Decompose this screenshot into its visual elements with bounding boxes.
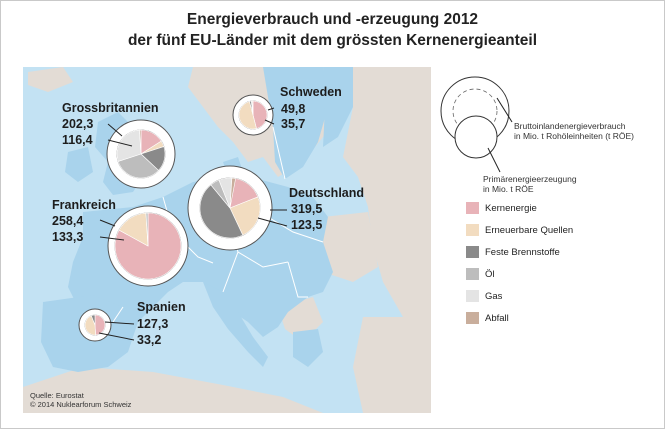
legend-label-kernenergie: Kernenergie (485, 203, 537, 214)
legend-swatch-abfall (466, 312, 479, 324)
title-line-1: Energieverbrauch und -erzeugung 2012 (186, 11, 479, 28)
pie-slice-spanien-feste (90, 314, 96, 326)
pie-slice-spanien-kernenergie (94, 314, 106, 336)
legend-leader-inner (487, 147, 501, 173)
leader-line-verbrauch-spanien (104, 321, 135, 325)
label-spanien: Spanien (137, 300, 186, 314)
label-schweden: Schweden (280, 85, 342, 99)
value-schweden-verbrauch: 49,8 (281, 102, 306, 116)
value-grossbritannien-verbrauch: 202,3 (62, 117, 94, 131)
value-grossbritannien-erzeugung: 116,4 (62, 133, 93, 147)
pie-slice-deutschland-erneuerbare (229, 196, 261, 236)
legend-bubble-inner (454, 115, 498, 159)
leader-line-erzeugung-deutschland (257, 217, 288, 227)
value-deutschland-verbrauch: 319,5 (291, 202, 323, 216)
legend-swatch-feste (466, 246, 479, 258)
legend-bubble-inner-label-2: in Mio. t RÖE (483, 184, 534, 194)
label-grossbritannien: Grossbritannien (62, 101, 159, 115)
legend-label-feste: Feste Brennstoffe (485, 247, 560, 258)
source-line-2: © 2014 Nuklearforum Schweiz (30, 400, 132, 409)
pie-slice-deutschland-feste (199, 184, 244, 239)
source-line-1: Quelle: Eurostat (30, 391, 84, 400)
legend-label-erneuerbare: Erneuerbare Quellen (485, 225, 574, 236)
label-deutschland: Deutschland (289, 186, 365, 200)
legend-bubble-inner-label-1: Primärenergieerzeugung (483, 174, 577, 184)
pie-slice-frankreich-oel (145, 212, 149, 247)
legend-bubble-dashed (452, 88, 498, 134)
legend-bubble-outer-label-2: in Mio. t Rohöleinheiten (t RÖE) (514, 131, 634, 141)
pie-slice-schweden-kernenergie (252, 100, 268, 129)
pie-slice-grossbritannien-oel (117, 153, 159, 179)
pie-slice-grossbritannien-abfall (139, 129, 142, 155)
value-frankreich-erzeugung: 133,3 (52, 230, 84, 244)
pie-slice-deutschland-abfall (229, 177, 236, 209)
legend-label-abfall: Abfall (485, 313, 509, 324)
leader-line-verbrauch-schweden (267, 107, 275, 111)
pie-slice-schweden-erneuerbare (238, 101, 257, 130)
title-line-2: der fünf EU-Länder mit dem grössten Kern… (127, 32, 538, 49)
legend-swatch-erneuerbare (466, 224, 479, 236)
value-schweden-erzeugung: 35,7 (281, 117, 306, 131)
legend-label-oel: Öl (485, 269, 495, 280)
leader-line-erzeugung-frankreich (99, 236, 125, 241)
leader-line-erzeugung-spanien (98, 332, 135, 341)
leader-line-erzeugung-schweden (264, 119, 275, 125)
legend-swatch-oel (466, 268, 479, 280)
legend-swatch-gas (466, 290, 479, 302)
value-spanien-verbrauch: 127,3 (137, 317, 169, 331)
value-spanien-erzeugung: 33,2 (137, 333, 162, 347)
legend-leader-outer (496, 97, 513, 123)
leader-line-verbrauch-grossbritannien (107, 123, 123, 137)
legend-swatch-kernenergie (466, 202, 479, 214)
label-frankreich: Frankreich (52, 198, 116, 212)
pie-slice-schweden-abfall (251, 100, 254, 116)
value-frankreich-verbrauch: 258,4 (52, 214, 84, 228)
legend-label-gas: Gas (485, 291, 503, 302)
leader-line-verbrauch-frankreich (99, 219, 116, 227)
value-deutschland-erzeugung: 123,5 (291, 218, 323, 232)
leader-line-erzeugung-grossbritannien (107, 139, 133, 147)
legend-bubble-outer-label-1: Bruttoinlandenergieverbrauch (514, 121, 626, 131)
